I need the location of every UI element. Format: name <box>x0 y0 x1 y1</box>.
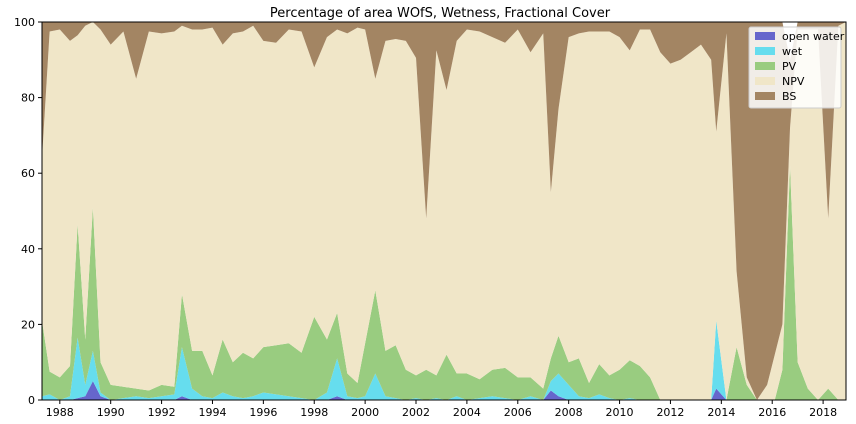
y-tick-label: 0 <box>28 394 35 407</box>
area-layers <box>42 22 846 400</box>
legend-swatch <box>755 92 775 100</box>
x-tick-label: 2016 <box>758 406 786 419</box>
x-tick-label: 2006 <box>504 406 532 419</box>
x-tick-label: 2004 <box>453 406 481 419</box>
x-tick-label: 1994 <box>198 406 226 419</box>
y-tick-label: 60 <box>21 167 35 180</box>
legend: open water wet PV NPV BS <box>748 26 845 109</box>
x-tick-label: 1996 <box>249 406 277 419</box>
y-tick-label: 20 <box>21 318 35 331</box>
x-tick-label: 2014 <box>707 406 735 419</box>
x-tick-label: 2000 <box>351 406 379 419</box>
x-tick-label: 1992 <box>148 406 176 419</box>
plot-frame <box>41 21 847 401</box>
legend-swatch <box>755 32 775 40</box>
y-tick-label: 80 <box>21 92 35 105</box>
x-tick-label: 1998 <box>300 406 328 419</box>
x-tick-label: 2010 <box>606 406 634 419</box>
legend-label: wet <box>782 45 803 58</box>
legend-label: open water <box>782 30 845 43</box>
legend-label: NPV <box>782 75 805 88</box>
x-tick-label: 1990 <box>97 406 125 419</box>
y-tick-label: 100 <box>14 16 35 29</box>
x-tick-label: 1988 <box>46 406 74 419</box>
y-tick-label: 40 <box>21 243 35 256</box>
x-tick-label: 2012 <box>656 406 684 419</box>
legend-swatch <box>755 77 775 85</box>
legend-swatch <box>755 47 775 55</box>
legend-label: PV <box>782 60 797 73</box>
legend-swatch <box>755 62 775 70</box>
y-axis: 0 20 40 60 80 100 <box>14 16 42 407</box>
x-tick-label: 2018 <box>809 406 837 419</box>
chart-title: Percentage of area WOfS, Wetness, Fracti… <box>270 6 611 21</box>
area-npv <box>42 22 846 400</box>
x-tick-label: 2002 <box>402 406 430 419</box>
x-tick-label: 2008 <box>555 406 583 419</box>
legend-label: BS <box>782 90 796 103</box>
x-axis: 1988 1990 1992 1994 1996 1998 2000 2002 2004 2006… <box>46 400 837 419</box>
